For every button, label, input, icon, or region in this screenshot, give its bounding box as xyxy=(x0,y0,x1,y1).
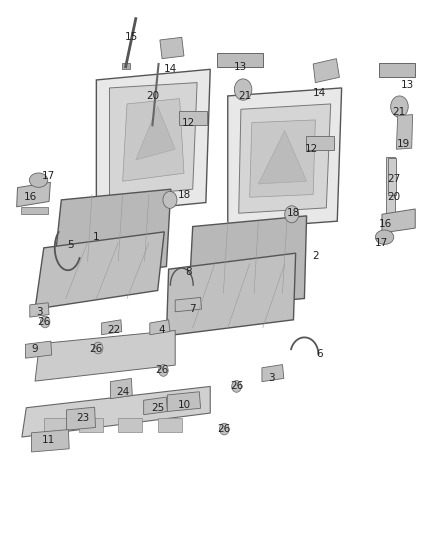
Polygon shape xyxy=(160,37,184,59)
Text: 9: 9 xyxy=(32,344,39,354)
Circle shape xyxy=(159,365,168,376)
Text: 14: 14 xyxy=(313,88,326,98)
Text: 24: 24 xyxy=(116,387,129,397)
Text: 12: 12 xyxy=(304,144,318,154)
Text: 26: 26 xyxy=(217,424,230,434)
Text: 13: 13 xyxy=(234,62,247,71)
Text: 17: 17 xyxy=(42,171,55,181)
Polygon shape xyxy=(167,392,201,411)
Text: 12: 12 xyxy=(182,118,195,127)
Text: 26: 26 xyxy=(155,366,169,375)
Bar xyxy=(306,136,334,150)
Text: 10: 10 xyxy=(177,400,191,410)
Text: 13: 13 xyxy=(401,80,414,90)
Bar xyxy=(217,53,263,67)
Bar xyxy=(118,418,142,432)
Ellipse shape xyxy=(29,173,48,188)
Polygon shape xyxy=(123,99,184,181)
Text: 15: 15 xyxy=(125,33,138,42)
Text: 21: 21 xyxy=(239,91,252,101)
Text: 22: 22 xyxy=(107,326,120,335)
Polygon shape xyxy=(67,407,95,430)
Polygon shape xyxy=(102,320,122,335)
Text: 4: 4 xyxy=(159,326,166,335)
Polygon shape xyxy=(396,115,413,149)
Text: 21: 21 xyxy=(392,107,405,117)
Bar xyxy=(388,158,396,195)
Text: 23: 23 xyxy=(77,414,90,423)
Polygon shape xyxy=(258,131,307,184)
Circle shape xyxy=(93,342,103,354)
Bar xyxy=(21,207,48,214)
Bar xyxy=(158,418,182,432)
Text: 20: 20 xyxy=(147,91,160,101)
Text: 6: 6 xyxy=(316,350,323,359)
Text: 25: 25 xyxy=(151,403,164,413)
Polygon shape xyxy=(250,120,315,197)
Polygon shape xyxy=(25,341,52,358)
Text: 20: 20 xyxy=(388,192,401,202)
Polygon shape xyxy=(150,320,170,335)
Text: 26: 26 xyxy=(230,382,243,391)
Polygon shape xyxy=(313,59,339,83)
Polygon shape xyxy=(96,69,210,213)
Text: 11: 11 xyxy=(42,435,55,445)
Circle shape xyxy=(219,423,229,435)
Circle shape xyxy=(234,79,252,100)
Text: 3: 3 xyxy=(36,307,43,317)
Circle shape xyxy=(391,96,408,117)
Text: 19: 19 xyxy=(396,139,410,149)
Polygon shape xyxy=(262,365,284,382)
Polygon shape xyxy=(382,209,415,233)
Bar xyxy=(379,63,415,77)
Polygon shape xyxy=(32,430,69,452)
Text: 7: 7 xyxy=(189,304,196,314)
Circle shape xyxy=(232,381,241,392)
Bar xyxy=(122,63,130,69)
Polygon shape xyxy=(228,88,342,229)
Text: 18: 18 xyxy=(177,190,191,199)
Polygon shape xyxy=(17,182,50,207)
Bar xyxy=(44,418,68,432)
Ellipse shape xyxy=(375,230,394,244)
Text: 16: 16 xyxy=(379,219,392,229)
Text: 26: 26 xyxy=(90,344,103,354)
Polygon shape xyxy=(53,189,171,282)
Polygon shape xyxy=(35,232,164,309)
Text: 1: 1 xyxy=(93,232,100,242)
Circle shape xyxy=(285,206,299,223)
Polygon shape xyxy=(136,107,175,160)
Circle shape xyxy=(163,191,177,208)
Text: 3: 3 xyxy=(268,374,275,383)
Bar xyxy=(179,111,207,125)
Text: 17: 17 xyxy=(374,238,388,247)
Text: 8: 8 xyxy=(185,267,192,277)
Text: 26: 26 xyxy=(37,318,50,327)
Text: 27: 27 xyxy=(388,174,401,183)
Polygon shape xyxy=(110,83,197,197)
Polygon shape xyxy=(35,330,175,381)
Text: 18: 18 xyxy=(287,208,300,218)
Polygon shape xyxy=(188,216,307,309)
Polygon shape xyxy=(239,104,331,213)
Text: 5: 5 xyxy=(67,240,74,250)
Text: 16: 16 xyxy=(24,192,37,202)
Polygon shape xyxy=(30,303,49,317)
Text: 14: 14 xyxy=(164,64,177,74)
Bar xyxy=(79,418,103,432)
Circle shape xyxy=(40,316,50,328)
Polygon shape xyxy=(175,297,201,312)
Polygon shape xyxy=(110,378,132,399)
Bar xyxy=(386,157,395,213)
Polygon shape xyxy=(22,386,210,437)
Polygon shape xyxy=(166,253,296,336)
Text: 2: 2 xyxy=(312,251,319,261)
Polygon shape xyxy=(144,397,167,415)
